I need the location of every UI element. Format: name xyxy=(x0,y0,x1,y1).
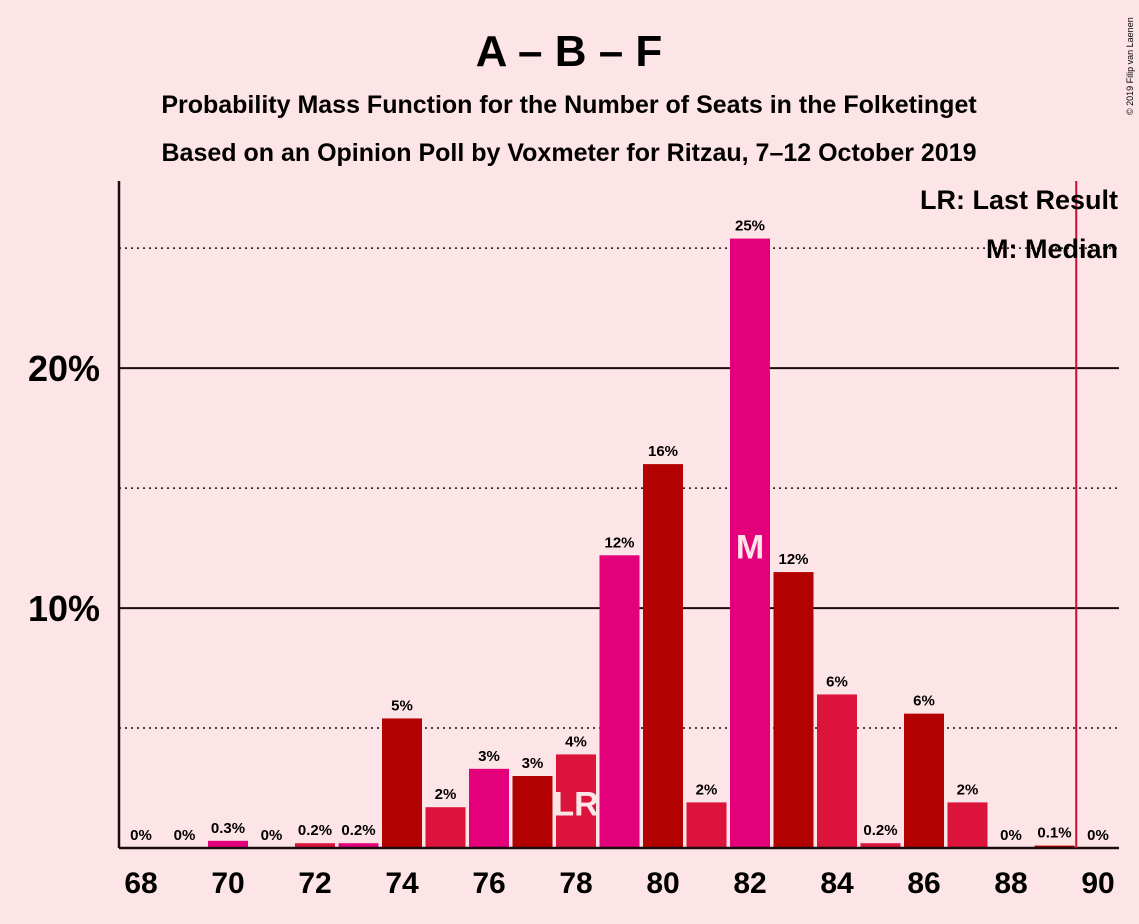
x-tick-label: 76 xyxy=(472,867,505,900)
bar-value-label: 6% xyxy=(913,693,935,710)
bar-labels-group: 0% 0% 0.3% 0% 0.2% 0.2% 5% 2% 3% 3% 4% 12% 16% 2% 25% 1… xyxy=(130,218,1109,844)
x-tick-label: 80 xyxy=(646,867,679,900)
bar-value-label: 12% xyxy=(604,534,634,551)
x-tick-label: 72 xyxy=(298,867,331,900)
bar xyxy=(773,572,814,848)
bar-value-label: 2% xyxy=(696,781,718,798)
bar xyxy=(338,843,379,848)
chart-subtitle-1: Probability Mass Function for the Number… xyxy=(161,91,977,119)
bar xyxy=(860,843,901,848)
bar-value-label: 3% xyxy=(522,755,544,772)
bar-value-label: 0% xyxy=(174,827,196,844)
bar xyxy=(730,238,770,848)
x-tick-label: 74 xyxy=(385,867,419,900)
bar xyxy=(295,843,335,848)
bar-value-label: 0% xyxy=(1087,827,1109,844)
x-tick-label: 90 xyxy=(1081,867,1114,900)
axes-group: 10% 20% 68 70 72 74 76 78 80 82 84 86 88 90 xyxy=(28,181,1119,900)
bar-value-label: 0.3% xyxy=(211,820,245,837)
x-tick-label: 68 xyxy=(124,867,157,900)
bar-value-label: 16% xyxy=(648,443,678,460)
bar xyxy=(382,718,422,848)
bar xyxy=(643,464,683,848)
bar-value-label: 6% xyxy=(826,673,848,690)
bar xyxy=(512,776,553,848)
last-result-marker: LR xyxy=(553,785,598,823)
bar-value-label: 0% xyxy=(261,827,283,844)
legend-median: M: Median xyxy=(986,234,1118,264)
copyright-text: © 2019 Filip van Laenen xyxy=(1125,17,1135,115)
chart-title: A – B – F xyxy=(476,27,663,76)
bar xyxy=(817,694,857,848)
bar-value-label: 0.1% xyxy=(1037,825,1071,842)
y-tick-label: 10% xyxy=(28,588,100,629)
bar-value-label: 12% xyxy=(778,551,808,568)
bar-value-label: 2% xyxy=(435,786,457,803)
bar-value-label: 4% xyxy=(565,733,587,750)
legend-last-result: LR: Last Result xyxy=(920,185,1118,215)
bar-value-label: 0.2% xyxy=(298,822,332,839)
bar xyxy=(425,807,466,848)
bar-value-label: 0.2% xyxy=(341,822,375,839)
bar xyxy=(469,768,509,848)
x-tick-label: 82 xyxy=(733,867,766,900)
bar-value-label: 5% xyxy=(391,697,413,714)
x-tick-label: 70 xyxy=(211,867,244,900)
bar-value-label: 2% xyxy=(957,781,979,798)
bars-group xyxy=(208,238,1075,848)
median-marker: M xyxy=(736,529,764,567)
markers-group: M LR xyxy=(553,529,764,824)
bar xyxy=(599,555,640,848)
bar-value-label: 25% xyxy=(735,218,765,235)
bar xyxy=(947,802,988,848)
bar xyxy=(556,754,596,848)
chart-subtitle-2: Based on an Opinion Poll by Voxmeter for… xyxy=(161,139,976,167)
bar-value-label: 0% xyxy=(1000,827,1022,844)
x-tick-label: 78 xyxy=(559,867,592,900)
x-tick-label: 86 xyxy=(907,867,940,900)
bar xyxy=(686,802,727,848)
x-tick-label: 88 xyxy=(994,867,1027,900)
y-tick-label: 20% xyxy=(28,348,100,389)
bar-value-label: 3% xyxy=(478,748,500,765)
bar-value-label: 0.2% xyxy=(863,822,897,839)
bar xyxy=(208,840,248,848)
bar-value-label: 0% xyxy=(130,827,152,844)
x-tick-label: 84 xyxy=(820,867,854,900)
bar xyxy=(904,713,944,848)
